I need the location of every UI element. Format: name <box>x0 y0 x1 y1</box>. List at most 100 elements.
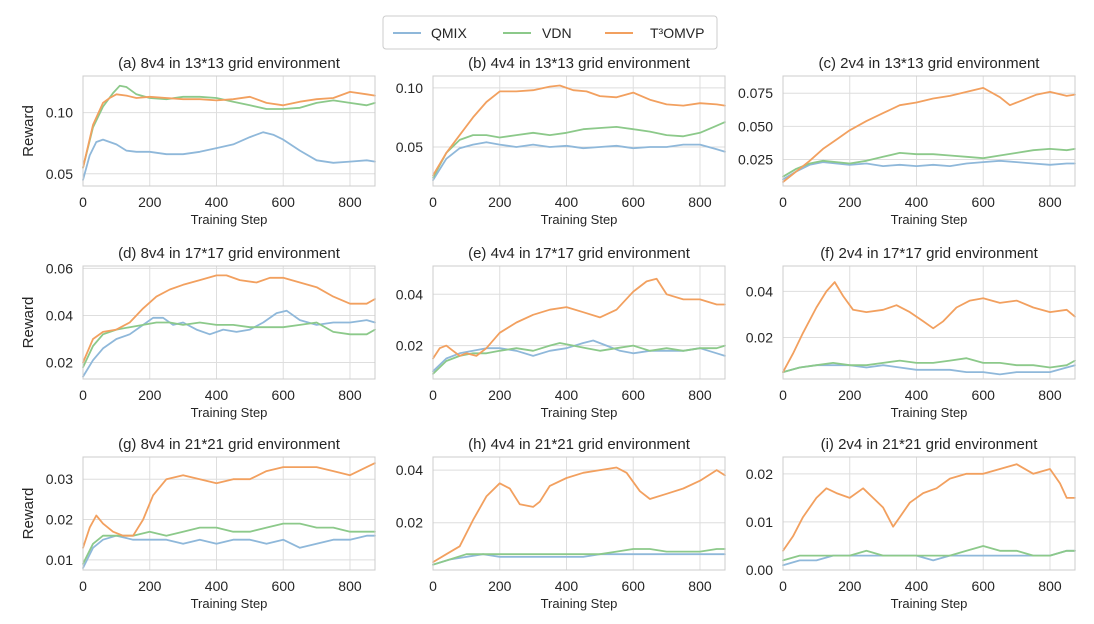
y-tick-label: 0.04 <box>396 286 423 302</box>
chart-panel: 0 200 400 600 800 0.02 0.04 (f) 2v4 in 17*17 gr… <box>746 245 1076 420</box>
x-tick-label: 800 <box>1038 387 1062 403</box>
x-axis-label: Training Step <box>891 405 968 420</box>
y-tick-label: 0.01 <box>46 552 73 568</box>
x-tick-label: 0 <box>79 387 87 403</box>
series-line <box>82 131 376 181</box>
panel-title: (h) 4v4 in 21*21 grid environment <box>468 436 691 453</box>
x-tick-label: 400 <box>555 578 579 594</box>
y-tick-label: 0.02 <box>746 329 773 345</box>
panels: 0 200 400 600 800 0.05 0.10 (a) 8v4 in 13*13 gr… <box>20 55 1076 611</box>
x-tick-label: 0 <box>779 578 787 594</box>
x-tick-label: 200 <box>138 578 162 594</box>
x-tick-label: 0 <box>429 194 437 210</box>
series-line <box>432 277 726 360</box>
x-tick-label: 600 <box>272 387 296 403</box>
y-tick-label: 0.04 <box>746 283 773 299</box>
x-tick-label: 800 <box>688 578 712 594</box>
series-line <box>782 364 1076 376</box>
x-tick-label: 600 <box>972 194 996 210</box>
x-axis-label: Training Step <box>891 212 968 227</box>
x-tick-label: 0 <box>79 578 87 594</box>
y-axis-label: Reward <box>20 488 37 540</box>
legend-frame <box>382 15 718 50</box>
series-line <box>82 84 376 169</box>
y-axis-label: Reward <box>20 297 37 349</box>
y-tick-label: 0.01 <box>746 514 773 530</box>
x-axis-label: Training Step <box>541 405 618 420</box>
axes-frame <box>782 75 1076 187</box>
y-tick-label: 0.04 <box>46 307 73 323</box>
x-tick-label: 0 <box>779 194 787 210</box>
axes-frame <box>782 456 1076 571</box>
x-tick-label: 400 <box>555 194 579 210</box>
axes-frame <box>432 265 726 380</box>
legend-label: QMIX <box>431 25 467 41</box>
series-line <box>782 545 1076 562</box>
y-tick-label: 0.02 <box>46 512 73 528</box>
x-tick-label: 200 <box>488 194 512 210</box>
x-tick-label: 400 <box>205 194 229 210</box>
panel-title: (d) 8v4 in 17*17 grid environment <box>118 245 341 262</box>
axes-frame <box>432 456 726 571</box>
y-tick-label: 0.050 <box>738 118 773 134</box>
series-line <box>782 148 1076 178</box>
panel-title: (a) 8v4 in 13*13 grid environment <box>118 55 341 72</box>
chart-panel: 0 200 400 600 800 0.02 0.04 (e) 4v4 in 17*17 gr… <box>396 245 726 420</box>
series-line <box>432 84 726 177</box>
y-tick-label: 0.02 <box>396 338 423 354</box>
x-tick-label: 200 <box>138 194 162 210</box>
x-tick-label: 800 <box>1038 578 1062 594</box>
x-tick-label: 200 <box>838 194 862 210</box>
x-tick-label: 600 <box>622 578 646 594</box>
x-tick-label: 600 <box>272 194 296 210</box>
x-tick-label: 0 <box>779 387 787 403</box>
x-axis-label: Training Step <box>541 596 618 611</box>
plot-area <box>783 457 1075 570</box>
x-tick-label: 800 <box>338 578 362 594</box>
y-tick-label: 0.06 <box>46 260 73 276</box>
legend: QMIX VDN T³OMVP <box>382 15 718 50</box>
y-axis-label: Reward <box>20 105 37 157</box>
series-line <box>432 548 726 566</box>
plot-area <box>83 457 375 570</box>
y-tick-label: 0.10 <box>396 80 423 96</box>
series-line <box>82 274 376 364</box>
axes-frame <box>82 265 376 380</box>
y-tick-label: 0.00 <box>746 562 773 578</box>
x-tick-label: 800 <box>1038 194 1062 210</box>
y-tick-label: 0.05 <box>46 166 73 182</box>
x-tick-label: 800 <box>688 194 712 210</box>
chart-panel: 0 200 400 600 800 0.02 0.04 (h) 4v4 in 21*21 gr… <box>396 436 726 611</box>
panel-title: (i) 2v4 in 21*21 grid environment <box>821 436 1039 453</box>
panel-title: (e) 4v4 in 17*17 grid environment <box>468 245 691 262</box>
axes-frame <box>432 75 726 187</box>
x-tick-label: 0 <box>429 578 437 594</box>
series-line <box>82 321 376 369</box>
x-tick-label: 600 <box>272 578 296 594</box>
series-line <box>782 159 1076 181</box>
chart-panel: 0 200 400 600 800 0.025 0.050 0.075 (c) 2v4 in 1… <box>738 55 1076 227</box>
x-axis-label: Training Step <box>191 405 268 420</box>
x-tick-label: 800 <box>338 387 362 403</box>
chart-panel: 0 200 400 600 800 0.05 0.10 (b) 4v4 in 13*13 gr… <box>396 55 726 227</box>
series-line <box>82 522 376 565</box>
series-line <box>782 463 1076 552</box>
y-tick-label: 0.05 <box>396 139 423 155</box>
panel-title: (g) 8v4 in 21*21 grid environment <box>118 436 341 453</box>
plot-area <box>83 76 375 186</box>
series-line <box>432 121 726 179</box>
series-line <box>782 281 1076 373</box>
x-axis-label: Training Step <box>191 212 268 227</box>
x-tick-label: 800 <box>338 194 362 210</box>
x-tick-label: 200 <box>488 387 512 403</box>
series-line <box>432 141 726 181</box>
x-tick-label: 800 <box>688 387 712 403</box>
y-tick-label: 0.04 <box>396 462 423 478</box>
x-tick-label: 0 <box>79 194 87 210</box>
x-tick-label: 200 <box>838 578 862 594</box>
axes-frame <box>82 75 376 187</box>
x-tick-label: 600 <box>972 578 996 594</box>
x-axis-label: Training Step <box>541 212 618 227</box>
panel-title: (f) 2v4 in 17*17 grid environment <box>820 245 1038 262</box>
